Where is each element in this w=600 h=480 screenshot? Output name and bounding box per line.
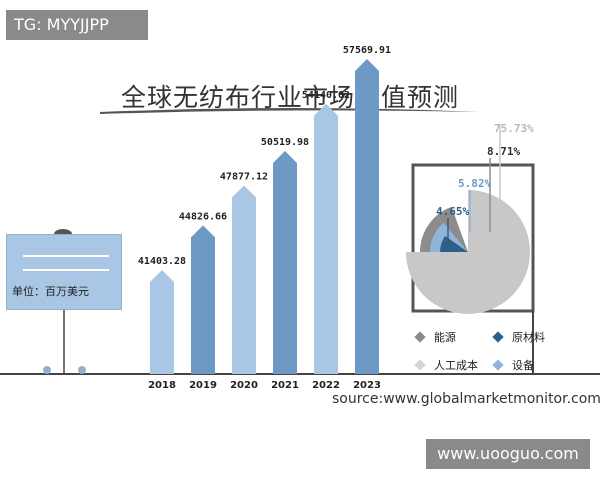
pie-value-label: 5.82% [458, 177, 491, 190]
bar-2021 [273, 151, 297, 374]
pie-value-label: 4.65% [436, 205, 469, 218]
pie-value-label: 8.71% [487, 145, 520, 158]
legend-item-material: 原材料 [492, 329, 545, 345]
ground-dot-2 [78, 366, 86, 374]
bar-2022 [314, 103, 338, 374]
unit-label: 单位：百万美元 [12, 285, 89, 298]
legend-label-energy: 能源 [434, 331, 456, 344]
bar-2018 [150, 270, 174, 374]
legend-label-material: 原材料 [512, 331, 545, 344]
pie-slice-equipment [430, 222, 468, 252]
watermark: www.uooguo.com [426, 439, 590, 469]
board-line-1 [23, 255, 109, 257]
bar-value-label: 54140.02 [302, 90, 350, 101]
tag-label: TG: MYYJJPP [6, 10, 148, 40]
bar-value-label: 41403.28 [138, 256, 186, 267]
chart-title: 全球无纺布行业市场价值预测 [120, 83, 459, 112]
bar-series: 41403.28 2018 44826.66 2019 47877.12 2020 5051… [138, 45, 391, 391]
legend-marker-material [492, 331, 504, 343]
legend-item-energy: 能源 [414, 329, 456, 345]
bar-value-label: 44826.66 [179, 211, 227, 222]
pie-value-label: 75.73% [494, 122, 534, 135]
category-tick-label: 2019 [189, 380, 217, 391]
legend-item-labor: 人工成本 [414, 357, 478, 373]
bar-value-label: 47877.12 [220, 172, 268, 183]
source-text: source:www.globalmarketmonitor.com [332, 391, 600, 407]
legend-item-equipment: 设备 [492, 357, 534, 373]
bar-2020 [232, 185, 256, 374]
bar-2019 [191, 225, 215, 374]
category-tick-label: 2023 [353, 380, 381, 391]
category-tick-label: 2022 [312, 380, 340, 391]
unit-board [6, 234, 122, 310]
ground-dot-1 [43, 366, 51, 374]
bar-value-label: 57569.91 [343, 45, 391, 56]
pie-chart: 8.71% 4.65% 75.73% 5.82% [406, 122, 534, 314]
category-tick-label: 2020 [230, 380, 258, 391]
legend-marker-energy [414, 331, 426, 343]
pie-slice-material [440, 235, 468, 252]
legend-marker-labor [414, 359, 426, 371]
category-tick-label: 2021 [271, 380, 299, 391]
bar-value-label: 50519.98 [261, 137, 309, 148]
title-underline [100, 108, 480, 114]
legend-marker-equipment [492, 359, 504, 371]
board-line-2 [23, 269, 109, 271]
legend-label-equipment: 设备 [512, 359, 534, 372]
bar-2023 [355, 59, 379, 374]
legend-label-labor: 人工成本 [434, 359, 478, 372]
category-tick-label: 2018 [148, 380, 176, 391]
